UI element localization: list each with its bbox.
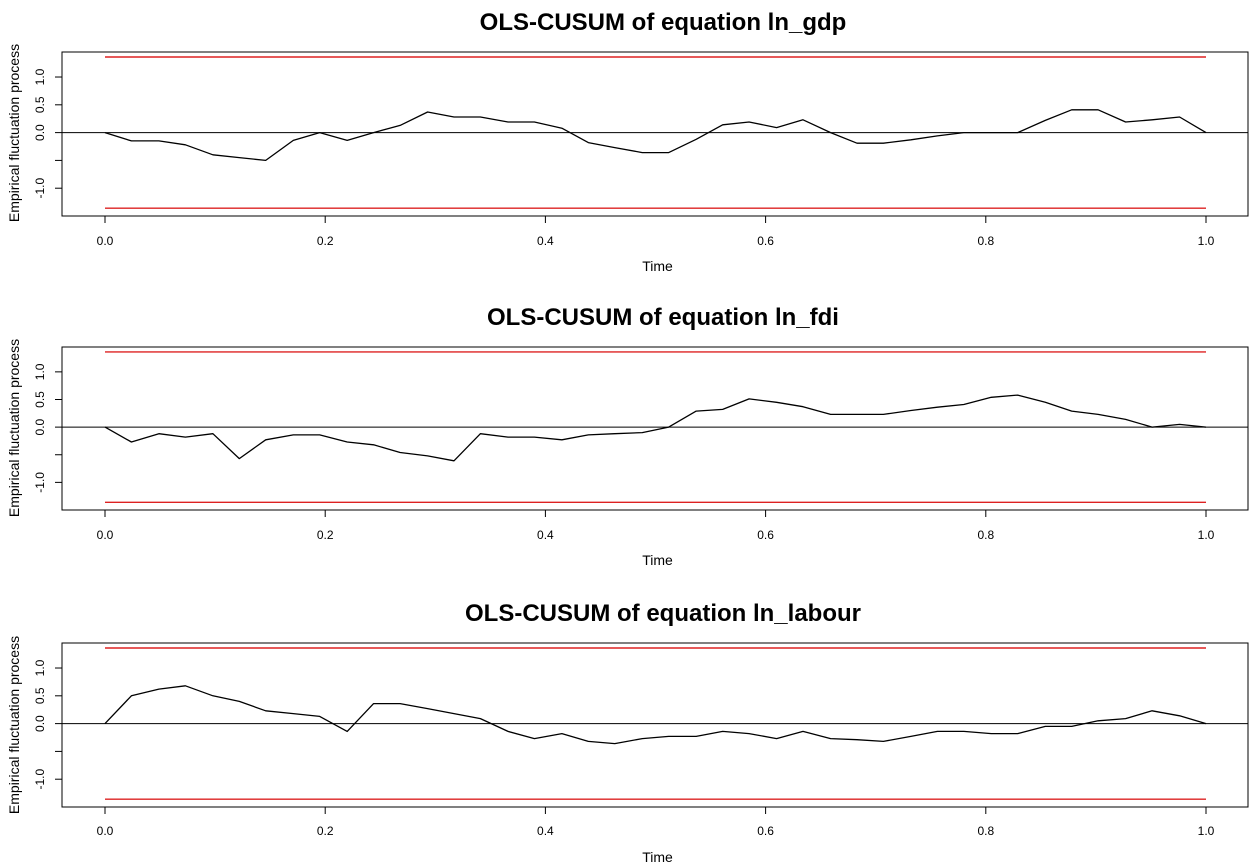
- y-tick-label: 1.0: [33, 363, 47, 380]
- cusum-series-line: [104, 394, 1207, 462]
- x-tick-label: 0.8: [977, 234, 994, 248]
- plot-frame: [61, 642, 1249, 808]
- chart-panel-3: OLS-CUSUM of equation ln_labour 0.0 0.2 0.4…: [6, 600, 1249, 865]
- x-tick-label: 0.2: [317, 528, 334, 542]
- x-axis-label: Time: [642, 258, 673, 274]
- y-tick-label: 1.0: [33, 659, 47, 676]
- y-tick-label: -1.0: [33, 769, 47, 790]
- x-tick-label: 0.4: [537, 234, 554, 248]
- x-tick-label: 0.2: [317, 234, 334, 248]
- y-tick-label: 0.0: [33, 715, 47, 732]
- x-tick-label: 0.8: [977, 824, 994, 838]
- chart-title: OLS-CUSUM of equation ln_labour: [465, 600, 861, 627]
- x-tick-label: 0.6: [757, 824, 774, 838]
- x-tick-label: 0.6: [757, 234, 774, 248]
- y-axis-label: Empirical fluctuation process: [6, 339, 22, 517]
- x-tick-label: 0.8: [977, 528, 994, 542]
- cusum-series-line: [104, 109, 1207, 162]
- plot-frame: [61, 346, 1249, 511]
- plot-frame: [61, 51, 1249, 217]
- y-tick-label: 0.0: [33, 124, 47, 141]
- y-axis-label: Empirical fluctuation process: [6, 44, 22, 222]
- x-axis-label: Time: [642, 849, 673, 865]
- y-tick-label: 0.5: [33, 96, 47, 113]
- y-tick-label: 0.0: [33, 418, 47, 435]
- x-tick-label: 0.6: [757, 528, 774, 542]
- x-tick-label: 1.0: [1198, 528, 1215, 542]
- chart-panel-1: OLS-CUSUM of equation ln_gdp 0.0 0.2 0.4 0.6…: [6, 9, 1249, 274]
- x-tick-label: 0.0: [97, 234, 114, 248]
- x-tick-label: 0.4: [537, 824, 554, 838]
- x-tick-label: 0.2: [317, 824, 334, 838]
- y-tick-label: 0.5: [33, 687, 47, 704]
- x-axis-label: Time: [642, 552, 673, 568]
- y-tick-label: -1.0: [33, 178, 47, 199]
- x-tick-label: 1.0: [1198, 234, 1215, 248]
- x-tick-label: 1.0: [1198, 824, 1215, 838]
- y-tick-label: 1.0: [33, 68, 47, 85]
- chart-panel-2: OLS-CUSUM of equation ln_fdi 0.0 0.2 0.4 0.6…: [6, 304, 1249, 568]
- x-tick-label: 0.4: [537, 528, 554, 542]
- y-axis-label: Empirical fluctuation process: [6, 636, 22, 814]
- chart-title: OLS-CUSUM of equation ln_fdi: [487, 304, 839, 331]
- cusum-series-line: [104, 685, 1207, 745]
- y-tick-label: -1.0: [33, 472, 47, 493]
- y-tick-label: 0.5: [33, 391, 47, 408]
- x-tick-label: 0.0: [97, 824, 114, 838]
- x-tick-label: 0.0: [97, 528, 114, 542]
- chart-title: OLS-CUSUM of equation ln_gdp: [480, 9, 847, 36]
